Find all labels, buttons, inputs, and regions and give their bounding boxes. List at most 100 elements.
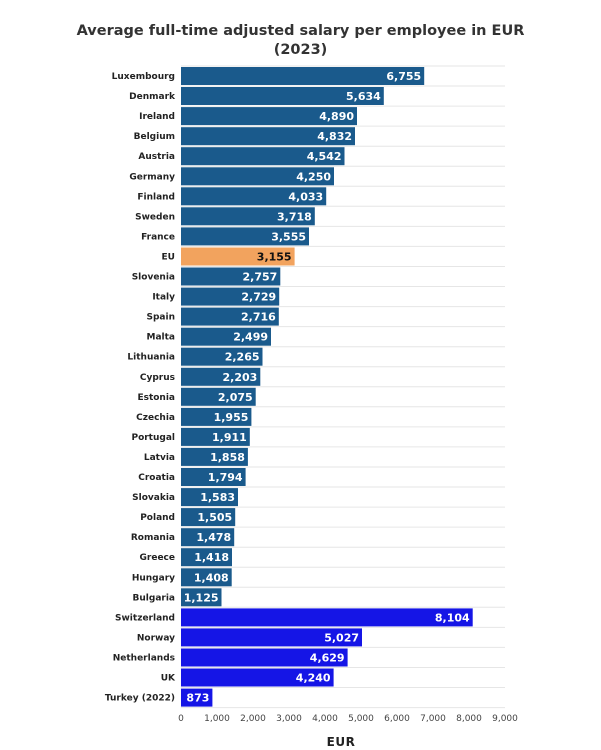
data-label-sweden: 3,718 <box>277 210 312 223</box>
data-label-luxembourg: 6,755 <box>386 70 421 83</box>
data-label-finland: 4,033 <box>288 190 323 203</box>
x-tick-label: 7,000 <box>420 714 446 724</box>
category-label-czechia: Czechia <box>136 413 175 423</box>
chart-title-line1: Average full-time adjusted salary per em… <box>76 23 525 39</box>
bar-estonia <box>181 387 256 406</box>
bar-belgium <box>181 127 355 146</box>
category-label-ireland: Ireland <box>139 112 175 122</box>
bar-slovakia <box>181 488 238 507</box>
category-label-germany: Germany <box>129 172 175 182</box>
bar-italy <box>181 287 280 306</box>
category-label-croatia: Croatia <box>138 473 175 483</box>
bar-hungary <box>181 568 232 587</box>
chart-title-line2: (2023) <box>273 42 328 58</box>
bar-cyprus <box>181 367 261 386</box>
data-label-latvia: 1,858 <box>210 451 245 464</box>
data-label-bulgaria: 1,125 <box>184 591 219 604</box>
x-tick-label: 2,000 <box>240 714 266 724</box>
data-label-romania: 1,478 <box>196 531 231 544</box>
category-label-finland: Finland <box>137 192 175 202</box>
data-label-malta: 2,499 <box>233 331 268 344</box>
data-label-eu: 3,155 <box>257 251 292 264</box>
data-label-belgium: 4,832 <box>317 130 352 143</box>
category-label-estonia: Estonia <box>137 393 175 403</box>
bar-greece <box>181 548 232 567</box>
bar-romania <box>181 528 235 547</box>
gridlines <box>181 65 505 709</box>
data-label-croatia: 1,794 <box>208 471 243 484</box>
x-tick-label: 9,000 <box>492 714 518 724</box>
bar-switzerland <box>181 608 473 627</box>
bar-slovenia <box>181 267 281 286</box>
data-label-portugal: 1,911 <box>212 431 247 444</box>
category-label-greece: Greece <box>140 553 175 563</box>
category-label-malta: Malta <box>147 333 176 343</box>
bar-malta <box>181 327 271 346</box>
x-tick-label: 6,000 <box>384 714 410 724</box>
category-label-lithuania: Lithuania <box>127 353 175 363</box>
category-label-france: France <box>141 232 175 242</box>
category-label-slovakia: Slovakia <box>132 493 175 503</box>
bars: 6,755 5,634 4,890 4,832 4,542 4,250 4,033 3,718… <box>181 67 473 707</box>
bar-spain <box>181 307 279 326</box>
bar-denmark <box>181 87 384 105</box>
data-label-denmark: 5,634 <box>346 90 381 103</box>
category-label-denmark: Denmark <box>129 92 176 102</box>
data-label-uk: 4,240 <box>296 672 331 685</box>
data-label-estonia: 2,075 <box>218 391 253 404</box>
x-tick-label: 0 <box>178 714 184 724</box>
bar-turkey-2022 <box>181 688 213 707</box>
bar-austria <box>181 147 345 166</box>
category-label-bulgaria: Bulgaria <box>133 593 175 603</box>
category-label-luxembourg: Luxembourg <box>112 72 175 82</box>
bar-luxembourg <box>181 67 425 85</box>
x-tick-label: 1,000 <box>204 714 230 724</box>
category-label-eu: EU <box>162 253 175 263</box>
bar-norway <box>181 628 362 647</box>
category-labels: Luxembourg Denmark Ireland Belgium Austria Ge… <box>105 72 176 704</box>
category-label-switzerland: Switzerland <box>115 613 175 623</box>
x-tick-labels: 0 1,000 2,000 3,000 4,000 5,000 6,000 7,000 8,00… <box>178 714 518 724</box>
category-label-turkey-2022: Turkey (2022) <box>105 694 175 704</box>
bar-uk <box>181 668 334 687</box>
category-label-hungary: Hungary <box>132 573 175 583</box>
data-label-slovenia: 2,757 <box>243 271 278 284</box>
data-label-hungary: 1,408 <box>194 571 229 584</box>
bar-bulgaria <box>181 588 222 607</box>
data-label-france: 3,555 <box>271 230 306 243</box>
bar-sweden <box>181 207 315 226</box>
bar-czechia <box>181 407 252 426</box>
bar-portugal <box>181 427 250 446</box>
data-label-poland: 1,505 <box>197 511 232 524</box>
category-label-uk: UK <box>161 674 176 684</box>
data-label-italy: 2,729 <box>241 291 276 304</box>
category-label-cyprus: Cyprus <box>140 373 175 383</box>
data-label-cyprus: 2,203 <box>223 371 258 384</box>
category-label-poland: Poland <box>140 513 175 523</box>
category-label-belgium: Belgium <box>134 132 175 142</box>
x-tick-label: 3,000 <box>276 714 302 724</box>
category-label-romania: Romania <box>131 533 175 543</box>
x-tick-label: 8,000 <box>456 714 482 724</box>
bar-france <box>181 227 309 246</box>
x-tick-label: 5,000 <box>348 714 374 724</box>
data-label-czechia: 1,955 <box>214 411 249 424</box>
data-label-netherlands: 4,629 <box>310 652 345 665</box>
category-label-spain: Spain <box>147 313 176 323</box>
category-label-norway: Norway <box>137 633 175 643</box>
data-label-lithuania: 2,265 <box>225 351 260 364</box>
data-label-greece: 1,418 <box>194 551 229 564</box>
category-label-austria: Austria <box>138 152 175 162</box>
data-label-slovakia: 1,583 <box>200 491 235 504</box>
category-label-portugal: Portugal <box>131 433 175 443</box>
x-axis-title: EUR <box>327 735 356 749</box>
bar-netherlands <box>181 648 348 667</box>
bar-germany <box>181 167 334 186</box>
category-label-sweden: Sweden <box>135 212 175 222</box>
bar-latvia <box>181 447 248 466</box>
bar-croatia <box>181 468 246 486</box>
bar-ireland <box>181 107 357 126</box>
data-label-switzerland: 8,104 <box>435 611 470 624</box>
